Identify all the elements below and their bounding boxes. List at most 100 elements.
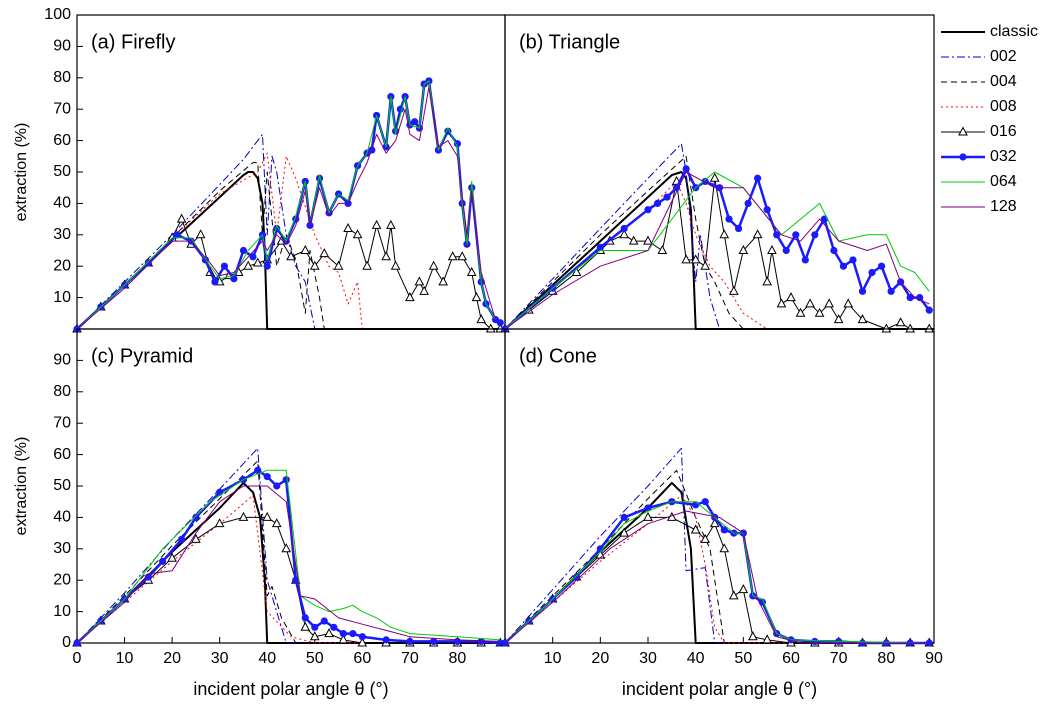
y-tick-label: 20 <box>53 571 71 588</box>
series-line <box>504 155 934 330</box>
data-point <box>271 518 282 528</box>
data-point <box>262 511 273 521</box>
data-point <box>728 590 739 600</box>
x-tick-label: 40 <box>258 650 276 667</box>
data-point <box>762 634 773 644</box>
data-point <box>457 251 468 261</box>
series-line <box>504 177 930 330</box>
data-point <box>411 118 419 126</box>
data-point <box>358 633 366 641</box>
legend-marker <box>959 153 967 161</box>
data-point <box>309 260 320 270</box>
y-tick-label: 20 <box>53 257 71 274</box>
data-point <box>767 244 777 254</box>
x-tick-label: 50 <box>734 650 752 667</box>
data-point <box>596 243 604 251</box>
y-tick-label: 50 <box>53 477 71 494</box>
data-point <box>644 206 652 214</box>
data-point <box>709 172 720 182</box>
data-point <box>620 513 628 522</box>
data-point <box>801 256 809 264</box>
data-point <box>178 535 186 543</box>
panel-title: (b) Triangle <box>519 31 620 53</box>
plot-frame <box>504 14 935 330</box>
data-point <box>315 174 324 182</box>
data-point <box>596 545 604 553</box>
x-tick-label: 10 <box>116 650 134 667</box>
data-point <box>700 533 711 543</box>
x-tick-label: 90 <box>925 650 943 667</box>
data-point <box>720 526 728 534</box>
data-point <box>144 259 152 267</box>
data-point <box>243 260 254 270</box>
data-point <box>824 298 834 308</box>
legend-label: classic <box>990 23 1038 40</box>
plot-frame <box>504 328 935 644</box>
data-point <box>643 235 653 245</box>
data-point <box>282 476 290 484</box>
data-point <box>430 637 438 646</box>
y-tick-label: 10 <box>53 603 71 620</box>
data-point <box>924 323 935 333</box>
data-point <box>673 184 681 192</box>
data-point <box>466 266 477 276</box>
data-point <box>357 637 368 647</box>
plot-frame <box>76 328 506 644</box>
data-point <box>905 323 916 333</box>
data-point <box>447 251 458 261</box>
data-point <box>320 617 328 625</box>
data-point <box>349 629 357 638</box>
legend-label: 004 <box>990 73 1017 90</box>
data-point <box>339 629 347 638</box>
data-point <box>887 287 895 295</box>
legend-label: 064 <box>990 173 1017 190</box>
data-point <box>167 552 177 562</box>
data-point <box>249 253 257 261</box>
data-point <box>382 636 390 644</box>
series-line <box>504 143 934 330</box>
data-point <box>782 246 790 255</box>
series-line <box>504 481 934 644</box>
data-point <box>386 219 396 229</box>
data-point <box>371 219 382 229</box>
x-tick-label: 30 <box>639 650 657 667</box>
y-tick-label: 30 <box>53 226 71 243</box>
y-tick-label: 0 <box>62 634 71 651</box>
data-point <box>776 298 787 308</box>
data-point <box>571 266 582 276</box>
x-tick-label: 0 <box>73 650 82 667</box>
data-point <box>300 621 311 631</box>
x-tick-label: 20 <box>591 650 609 667</box>
y-tick-label: 40 <box>53 509 71 526</box>
series-line <box>76 79 501 330</box>
y-tick-label: 60 <box>53 132 71 149</box>
data-point <box>833 314 844 324</box>
data-point <box>738 584 749 594</box>
data-point <box>333 260 344 270</box>
data-point <box>343 222 353 233</box>
data-point <box>390 260 401 270</box>
data-point <box>773 231 781 239</box>
y-tick-label: 50 <box>53 163 71 180</box>
data-point <box>192 513 200 522</box>
data-point <box>471 292 482 302</box>
y-tick-label: 90 <box>53 352 71 369</box>
y-axis-label: extraction (%) <box>13 437 30 536</box>
series-line <box>504 180 934 330</box>
legend-label: 128 <box>990 198 1017 215</box>
data-point <box>330 623 338 631</box>
data-point <box>843 298 854 308</box>
data-point <box>857 314 868 324</box>
data-point <box>311 623 319 631</box>
data-point <box>173 231 181 239</box>
data-point <box>319 248 330 258</box>
series-line <box>504 171 930 330</box>
data-point <box>814 307 825 317</box>
data-point <box>301 614 309 622</box>
y-tick-label: 10 <box>53 289 71 306</box>
x-tick-label: 70 <box>401 650 419 667</box>
data-point <box>895 317 906 327</box>
data-point <box>728 285 739 295</box>
data-point <box>406 637 414 646</box>
data-point <box>239 246 248 255</box>
